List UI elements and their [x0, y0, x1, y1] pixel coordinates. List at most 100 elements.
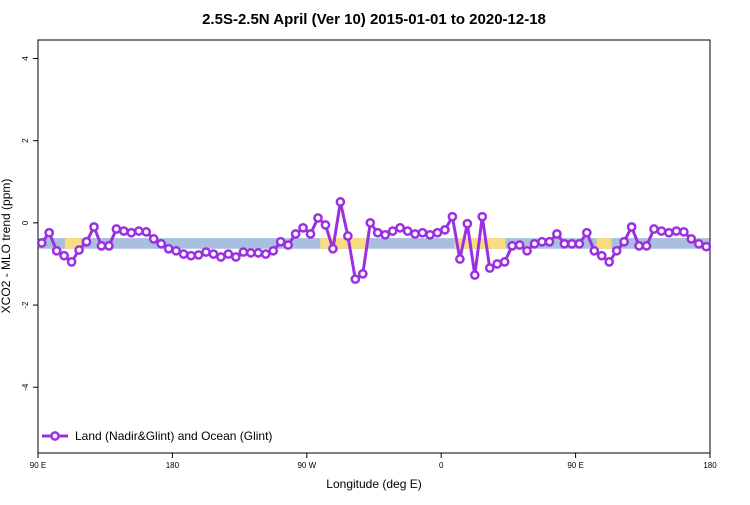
- data-point: [514, 240, 525, 250]
- chart-title: 2.5S-2.5N April (Ver 10) 2015-01-01 to 2…: [202, 11, 546, 28]
- data-point: [171, 245, 181, 256]
- data-point: [298, 222, 308, 233]
- data-point: [417, 227, 428, 238]
- data-point: [141, 227, 152, 237]
- data-point: [499, 257, 510, 267]
- data-point: [387, 226, 398, 236]
- data-point: [268, 245, 279, 256]
- data-point: [148, 234, 159, 244]
- data-point: [455, 254, 465, 264]
- data-point: [395, 222, 405, 233]
- x-axis-label: Longitude (deg E): [326, 477, 421, 491]
- data-point: [343, 231, 353, 241]
- data-point: [552, 229, 562, 239]
- data-point: [216, 252, 226, 262]
- data-point: [469, 270, 480, 280]
- data-point: [679, 227, 689, 237]
- data-point: [44, 227, 55, 238]
- data-point: [163, 243, 174, 254]
- data-point: [253, 248, 264, 258]
- data-point: [649, 224, 659, 234]
- data-point: [626, 222, 637, 232]
- data-point: [447, 211, 458, 222]
- data-point: [641, 241, 652, 251]
- data-point: [260, 249, 271, 259]
- data-point: [701, 241, 712, 252]
- x-tick-label: 90 W: [297, 461, 316, 470]
- data-point: [193, 250, 204, 260]
- data-point: [372, 227, 383, 238]
- data-point: [596, 250, 607, 261]
- data-point: [245, 248, 256, 258]
- data-point: [693, 238, 704, 249]
- data-point: [119, 226, 129, 236]
- land-segment: [320, 238, 369, 249]
- data-point: [425, 229, 435, 240]
- data-point: [223, 249, 234, 259]
- x-tick-label: 180: [166, 461, 180, 470]
- data-point: [290, 229, 301, 239]
- data-point: [335, 197, 346, 207]
- data-point: [589, 245, 600, 256]
- data-point: [51, 245, 62, 256]
- data-point: [357, 268, 368, 279]
- legend-label: Land (Nadir&Glint) and Ocean (Glint): [75, 429, 272, 443]
- legend-marker: [50, 431, 60, 441]
- data-point: [365, 218, 376, 228]
- data-point: [410, 229, 420, 239]
- ocean-band: [38, 238, 710, 249]
- data-point: [313, 213, 323, 223]
- data-point: [283, 240, 293, 250]
- data-point: [522, 245, 532, 256]
- data-point: [328, 243, 338, 254]
- data-point: [59, 250, 69, 261]
- x-tick-label: 90 E: [30, 461, 46, 470]
- data-point: [432, 227, 443, 238]
- y-tick-label: 4: [21, 56, 30, 61]
- data-point: [634, 241, 644, 251]
- data-point: [36, 238, 47, 248]
- x-tick-label: 90 E: [567, 461, 583, 470]
- data-point: [492, 259, 503, 269]
- data-point: [686, 234, 697, 244]
- data-point: [529, 238, 540, 249]
- data-point: [380, 229, 391, 240]
- data-point: [440, 225, 450, 235]
- data-point: [574, 238, 585, 249]
- data-point: [462, 218, 473, 229]
- y-tick-label: 2: [21, 138, 30, 143]
- data-point: [238, 247, 249, 257]
- data-point: [231, 252, 241, 262]
- data-point: [111, 224, 122, 234]
- data-point: [477, 211, 488, 222]
- data-point: [581, 227, 592, 238]
- land-segment: [596, 238, 612, 249]
- data-point: [96, 241, 107, 251]
- data-point: [350, 274, 361, 285]
- data-point: [619, 236, 629, 247]
- data-point: [664, 227, 674, 238]
- y-tick-label: -4: [21, 383, 30, 391]
- data-point: [671, 226, 682, 236]
- data-point: [656, 226, 667, 236]
- y-axis-label: XCO2 - MLO trend (ppm): [0, 179, 13, 314]
- data-point: [320, 220, 331, 230]
- data-point: [178, 249, 189, 259]
- data-point: [133, 226, 144, 236]
- data-point: [604, 257, 615, 267]
- data-point: [74, 245, 84, 255]
- data-point: [201, 247, 211, 257]
- y-tick-label: -2: [21, 301, 30, 309]
- data-point: [484, 263, 495, 273]
- data-point: [544, 236, 555, 247]
- data-point: [126, 227, 137, 238]
- data-point: [567, 238, 577, 249]
- data-point: [104, 241, 114, 251]
- data-point: [208, 249, 219, 259]
- data-point: [89, 222, 99, 232]
- data-point: [611, 245, 622, 256]
- data-point: [156, 238, 167, 249]
- x-tick-label: 0: [439, 461, 444, 470]
- data-point: [275, 236, 286, 247]
- data-point: [559, 238, 570, 249]
